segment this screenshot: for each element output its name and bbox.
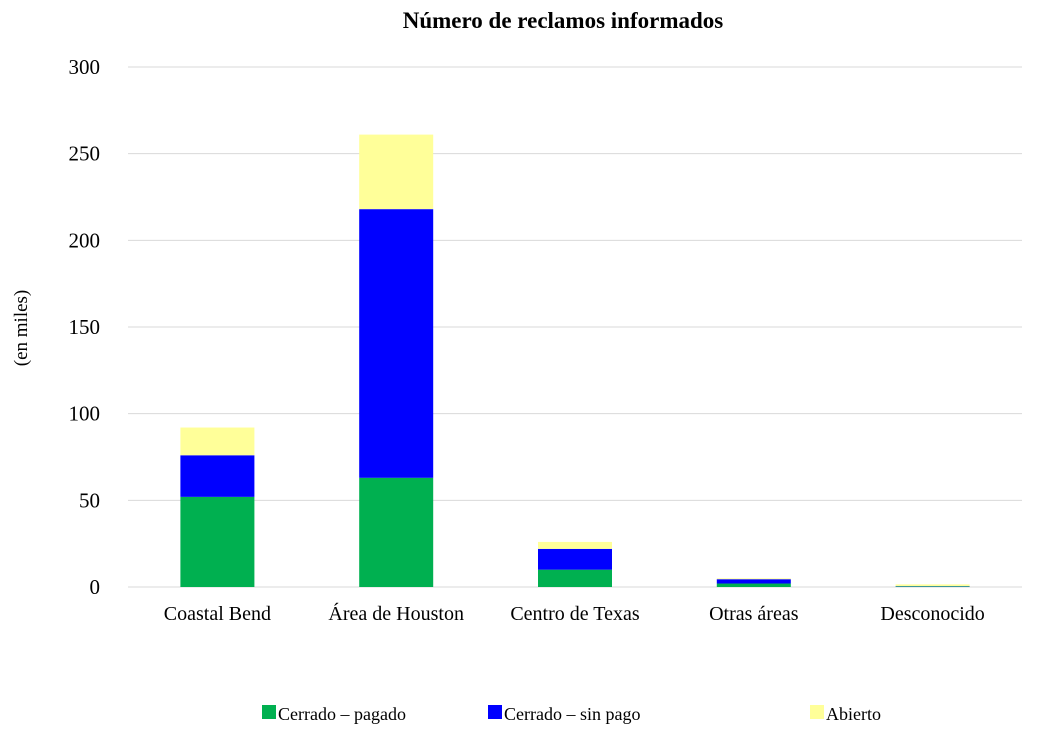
x-tick-label-coastal-bend: Coastal Bend — [164, 603, 271, 625]
bar-otras-areas-cerrado-sin-pago — [717, 579, 791, 583]
legend-swatch-cerrado-pagado — [262, 705, 276, 719]
bar-coastal-bend-cerrado-pagado — [180, 497, 254, 587]
grid-lines — [128, 67, 1022, 587]
bar-centro-de-texas-abierto — [538, 542, 612, 549]
legend-label-abierto: Abierto — [826, 704, 881, 724]
y-tick-label-50: 50 — [79, 488, 100, 512]
x-tick-label-centro-de-texas: Centro de Texas — [510, 603, 640, 625]
x-tick-label-desconocido: Desconocido — [880, 603, 984, 625]
bar-desconocido-cerrado-pagado — [896, 586, 970, 587]
legend-label-cerrado-sin-pago: Cerrado – sin pago — [504, 704, 640, 724]
y-tick-label-250: 250 — [69, 142, 101, 166]
y-tick-label-0: 0 — [90, 575, 101, 599]
bars — [180, 135, 969, 587]
bar-otras-areas-abierto — [717, 578, 791, 579]
bar-desconocido-abierto — [896, 584, 970, 586]
legend: Cerrado – pagado Cerrado – sin pago Abiert… — [262, 704, 881, 724]
y-axis-ticks: 0 50 100 150 200 250 300 — [69, 55, 101, 599]
y-axis-label: (en miles) — [11, 290, 32, 367]
bar-area-de-houston-cerrado-sin-pago — [359, 209, 433, 478]
bar-area-de-houston-cerrado-pagado — [359, 478, 433, 587]
chart-title: Número de reclamos informados — [403, 8, 724, 33]
bar-coastal-bend-cerrado-sin-pago — [180, 455, 254, 497]
y-tick-label-100: 100 — [69, 402, 101, 426]
bar-coastal-bend-abierto — [180, 428, 254, 456]
y-tick-label-200: 200 — [69, 228, 101, 252]
x-axis-ticks: Coastal Bend Área de Houston Centro de Tex… — [164, 602, 985, 625]
legend-swatch-cerrado-sin-pago — [488, 705, 502, 719]
y-tick-label-150: 150 — [69, 315, 101, 339]
bar-area-de-houston-abierto — [359, 135, 433, 210]
x-tick-label-otras-areas: Otras áreas — [709, 603, 799, 625]
y-tick-label-300: 300 — [69, 55, 101, 79]
bar-centro-de-texas-cerrado-pagado — [538, 570, 612, 587]
legend-swatch-abierto — [810, 705, 824, 719]
bar-centro-de-texas-cerrado-sin-pago — [538, 549, 612, 570]
bar-otras-areas-cerrado-pagado — [717, 584, 791, 587]
legend-label-cerrado-pagado: Cerrado – pagado — [278, 704, 406, 724]
x-tick-label-area-de-houston: Área de Houston — [328, 602, 464, 625]
